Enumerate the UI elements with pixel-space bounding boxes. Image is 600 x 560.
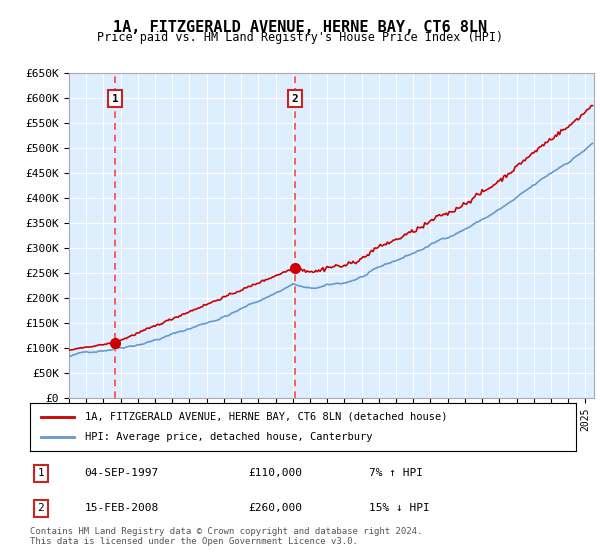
Text: Contains HM Land Registry data © Crown copyright and database right 2024.
This d: Contains HM Land Registry data © Crown c… <box>30 526 422 546</box>
Text: 1A, FITZGERALD AVENUE, HERNE BAY, CT6 8LN (detached house): 1A, FITZGERALD AVENUE, HERNE BAY, CT6 8L… <box>85 412 447 422</box>
Text: 15-FEB-2008: 15-FEB-2008 <box>85 503 159 514</box>
Text: Price paid vs. HM Land Registry's House Price Index (HPI): Price paid vs. HM Land Registry's House … <box>97 31 503 44</box>
Text: 1: 1 <box>38 468 44 478</box>
Text: 1: 1 <box>112 94 118 104</box>
Text: 2: 2 <box>292 94 298 104</box>
Text: HPI: Average price, detached house, Canterbury: HPI: Average price, detached house, Cant… <box>85 432 372 442</box>
Text: 2: 2 <box>38 503 44 514</box>
Text: 04-SEP-1997: 04-SEP-1997 <box>85 468 159 478</box>
Text: 15% ↓ HPI: 15% ↓ HPI <box>368 503 429 514</box>
Text: £110,000: £110,000 <box>248 468 302 478</box>
Text: 7% ↑ HPI: 7% ↑ HPI <box>368 468 422 478</box>
Text: £260,000: £260,000 <box>248 503 302 514</box>
Text: 1A, FITZGERALD AVENUE, HERNE BAY, CT6 8LN: 1A, FITZGERALD AVENUE, HERNE BAY, CT6 8L… <box>113 20 487 35</box>
